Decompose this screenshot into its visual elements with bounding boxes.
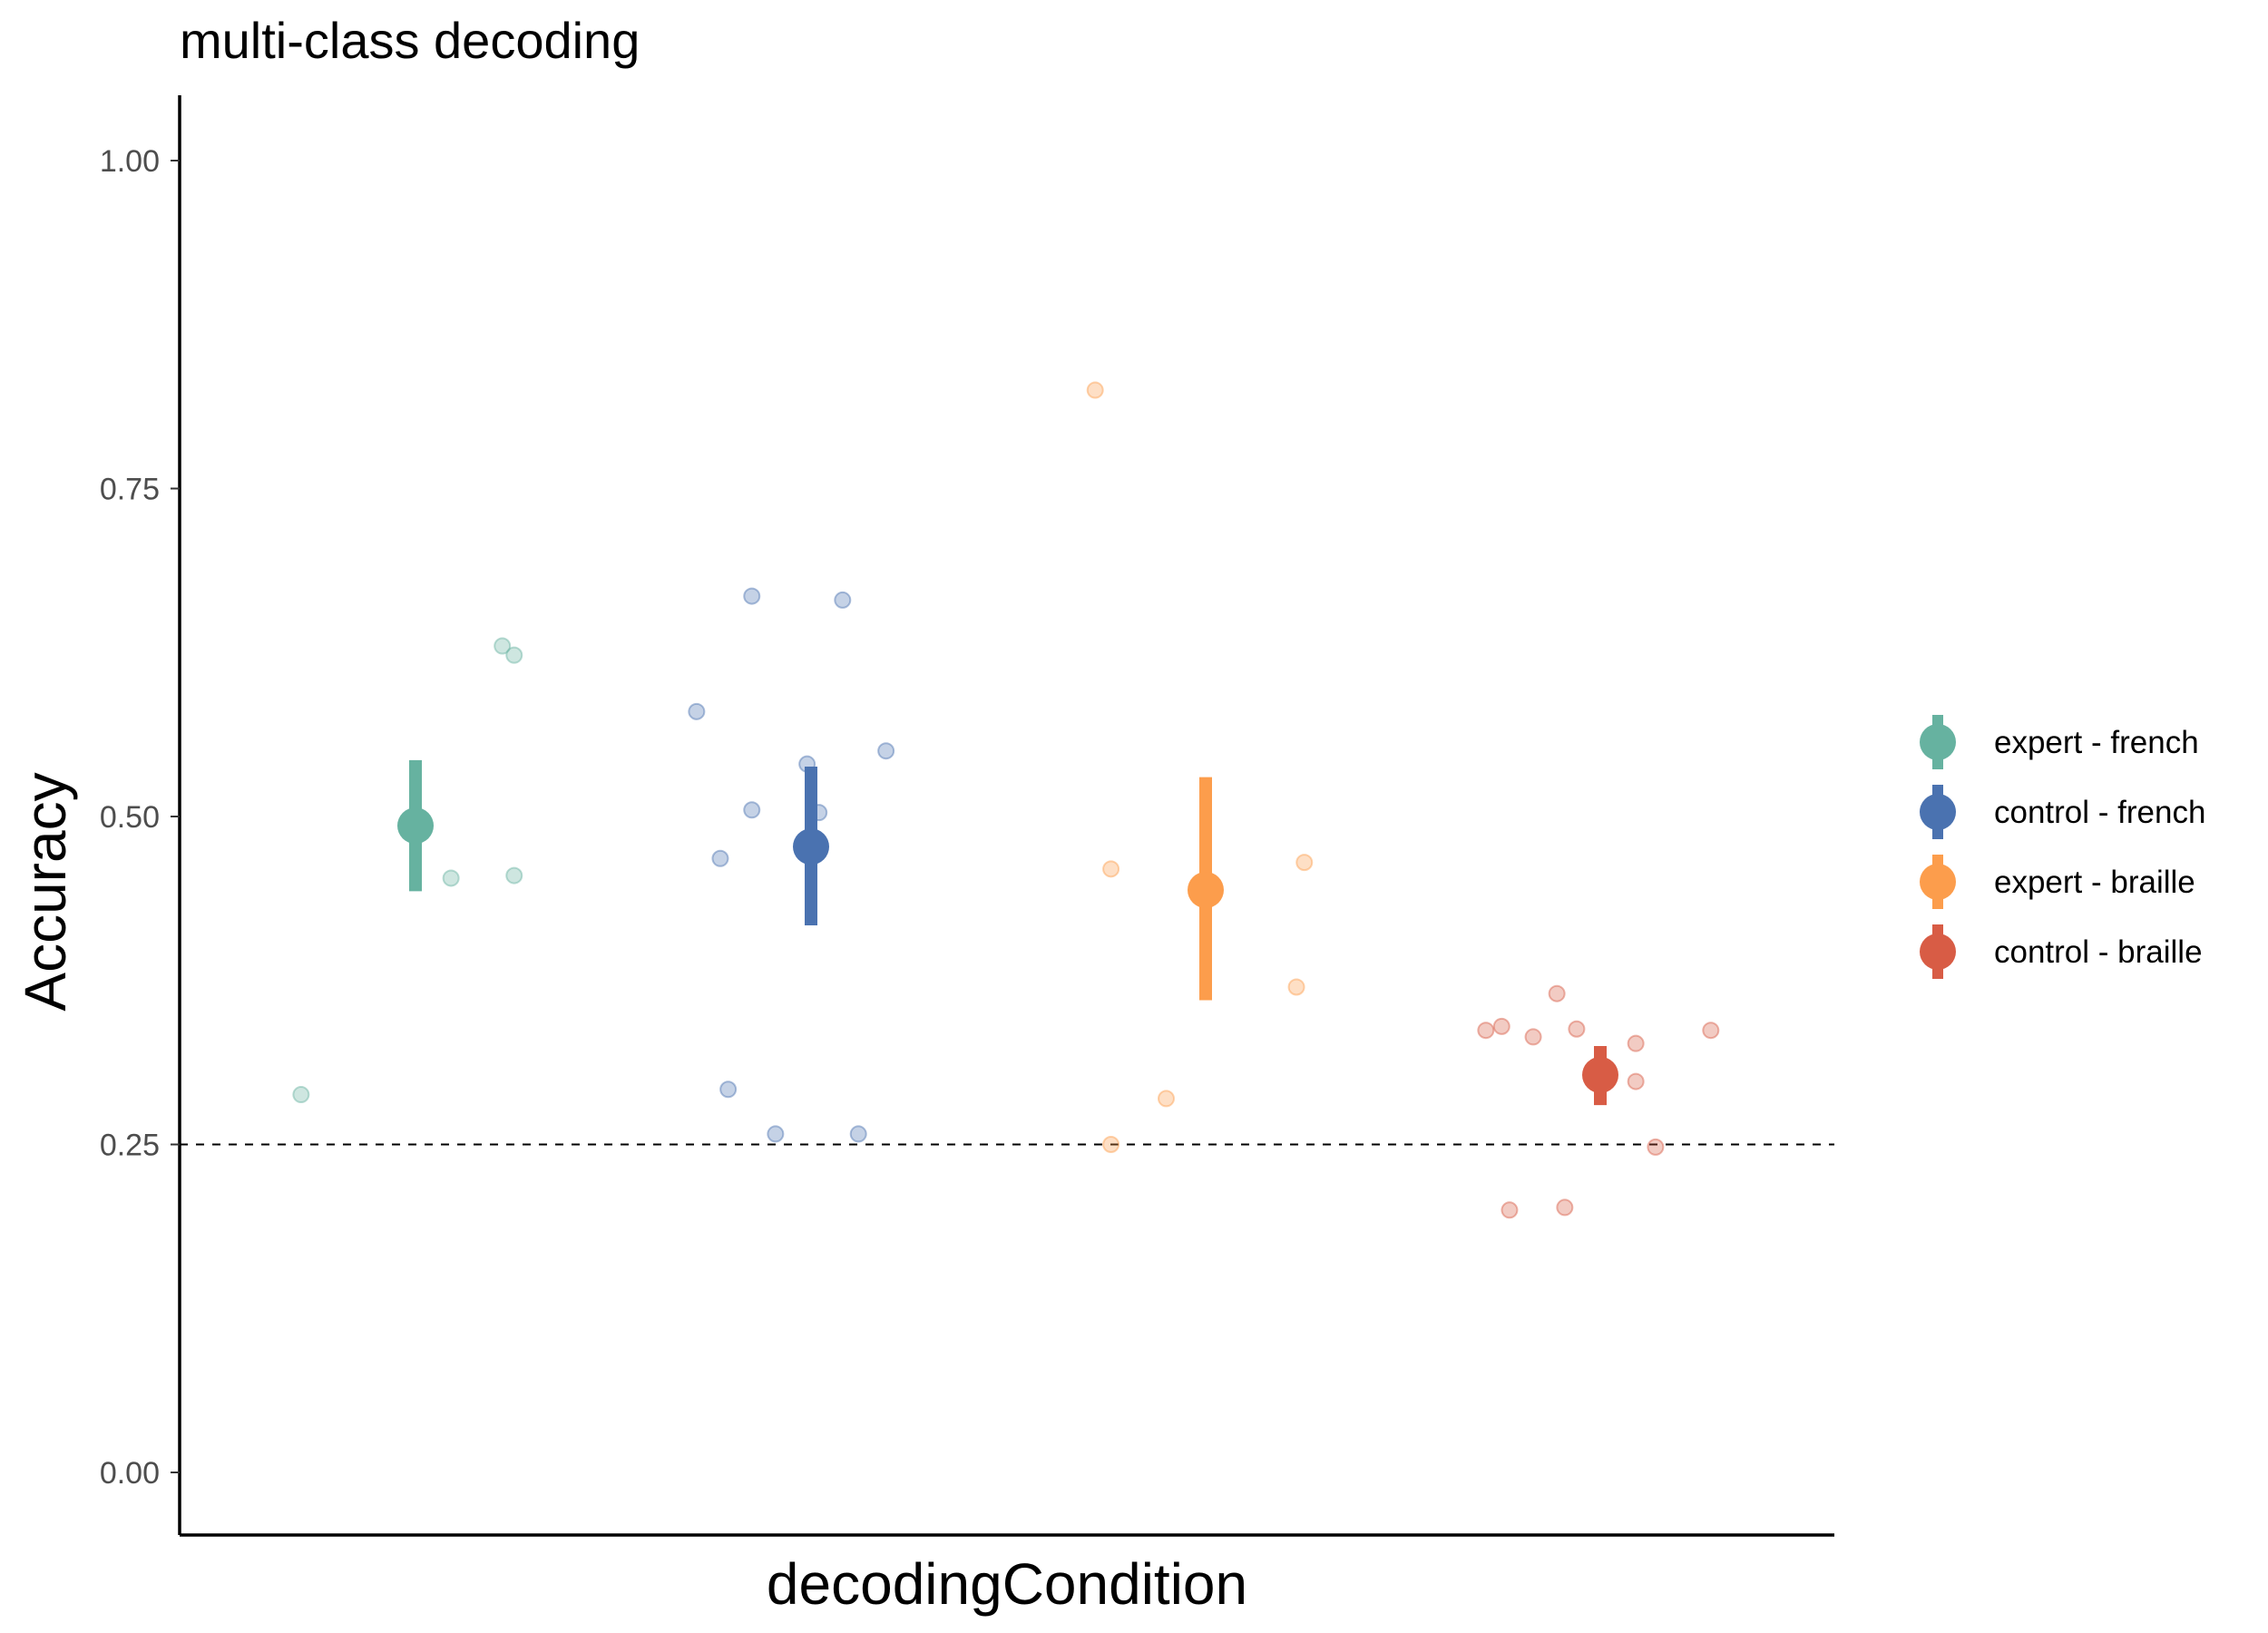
legend-item: expert - french bbox=[1920, 715, 2199, 769]
data-point bbox=[1702, 1022, 1720, 1040]
data-point bbox=[1102, 860, 1120, 878]
mean-point bbox=[793, 828, 829, 865]
data-point bbox=[849, 1125, 867, 1143]
chart-title: multi-class decoding bbox=[180, 12, 640, 69]
mean-point bbox=[397, 807, 434, 845]
legend-key-point bbox=[1920, 864, 1956, 900]
data-point bbox=[442, 869, 460, 887]
y-tick-label: 0.50 bbox=[100, 800, 160, 835]
y-tick-label: 0.75 bbox=[100, 473, 160, 507]
data-point bbox=[834, 591, 852, 609]
legend-key-point bbox=[1920, 934, 1956, 970]
legend-key-point bbox=[1920, 724, 1956, 760]
data-point bbox=[1627, 1072, 1645, 1090]
data-point bbox=[505, 646, 523, 664]
legend-label: expert - french bbox=[1994, 725, 2199, 760]
data-point bbox=[1647, 1138, 1665, 1156]
data-point bbox=[767, 1125, 785, 1143]
data-point bbox=[1492, 1017, 1510, 1035]
legend-label: expert - braille bbox=[1994, 865, 2195, 900]
legend: expert - french control - french expert - … bbox=[1920, 715, 2205, 979]
data-point bbox=[1556, 1198, 1574, 1217]
data-point bbox=[1477, 1022, 1495, 1040]
data-point bbox=[1158, 1090, 1175, 1108]
y-tick-label: 1.00 bbox=[100, 144, 160, 179]
data-point bbox=[1102, 1136, 1120, 1153]
data-point bbox=[877, 742, 895, 760]
data-point bbox=[711, 849, 729, 867]
data-point bbox=[1568, 1020, 1586, 1038]
plot-area: 0.00 0.25 0.50 0.75 1.00 bbox=[100, 95, 1834, 1537]
data-point bbox=[292, 1086, 310, 1104]
data-point bbox=[743, 587, 761, 605]
data-point bbox=[1548, 984, 1566, 1002]
data-point bbox=[1627, 1034, 1645, 1052]
data-point bbox=[743, 801, 761, 819]
legend-label: control - braille bbox=[1994, 934, 2203, 970]
data-point bbox=[1501, 1201, 1519, 1219]
legend-item: expert - braille bbox=[1920, 855, 2195, 909]
y-axis-title: Accuracy bbox=[13, 772, 78, 1011]
data-point bbox=[1524, 1028, 1542, 1046]
data-point bbox=[1287, 978, 1305, 996]
data-point bbox=[1295, 854, 1314, 872]
y-tick-label: 0.25 bbox=[100, 1129, 160, 1163]
data-point bbox=[1086, 381, 1104, 399]
legend-item: control - braille bbox=[1920, 924, 2203, 979]
mean-point bbox=[1582, 1056, 1618, 1093]
legend-label: control - french bbox=[1994, 795, 2205, 830]
data-point bbox=[505, 866, 523, 885]
legend-item: control - french bbox=[1920, 785, 2205, 839]
mean-point bbox=[1188, 871, 1224, 908]
data-point bbox=[719, 1081, 738, 1099]
data-point bbox=[494, 637, 512, 655]
legend-key-point bbox=[1920, 794, 1956, 830]
y-tick-label: 0.00 bbox=[100, 1456, 160, 1491]
x-axis-title: decodingCondition bbox=[767, 1551, 1247, 1617]
data-point bbox=[688, 702, 706, 720]
